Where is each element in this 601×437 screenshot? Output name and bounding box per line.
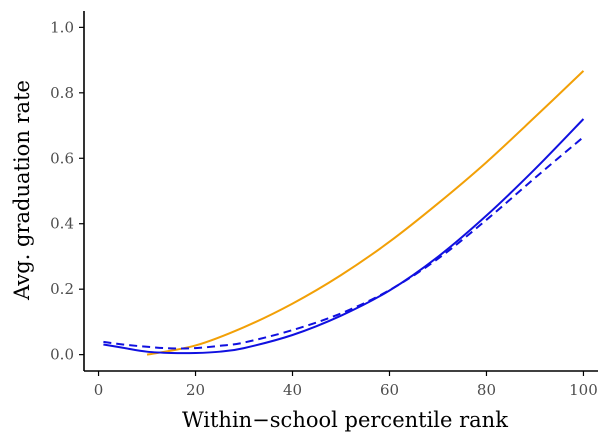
series-line-2-solid bbox=[103, 118, 585, 355]
y-axis-title: Avg. graduation rate bbox=[10, 80, 34, 301]
series-layer bbox=[103, 70, 585, 356]
x-tick-label: 0 bbox=[94, 381, 104, 399]
y-tick-label: 1.0 bbox=[50, 18, 74, 36]
x-axis-ticks: 0 20 40 60 80 100 bbox=[94, 371, 598, 399]
x-tick-label: 40 bbox=[283, 381, 302, 399]
y-tick-label: 0.4 bbox=[50, 215, 74, 233]
y-tick-label: 0.0 bbox=[50, 346, 74, 364]
series-line-3-dashed bbox=[103, 136, 585, 350]
x-tick-label: 100 bbox=[569, 381, 598, 399]
y-axis-ticks: 0.0 0.2 0.4 0.6 0.8 1.0 bbox=[50, 18, 84, 364]
x-axis-title: Within−school percentile rank bbox=[182, 408, 508, 432]
x-tick-label: 60 bbox=[380, 381, 399, 399]
x-tick-label: 80 bbox=[477, 381, 496, 399]
x-tick-label: 20 bbox=[186, 381, 205, 399]
y-tick-label: 0.8 bbox=[50, 84, 74, 102]
y-tick-label: 0.2 bbox=[50, 280, 74, 298]
y-tick-label: 0.6 bbox=[50, 149, 74, 167]
series-line-1-solid bbox=[146, 70, 585, 356]
axes bbox=[83, 11, 598, 372]
